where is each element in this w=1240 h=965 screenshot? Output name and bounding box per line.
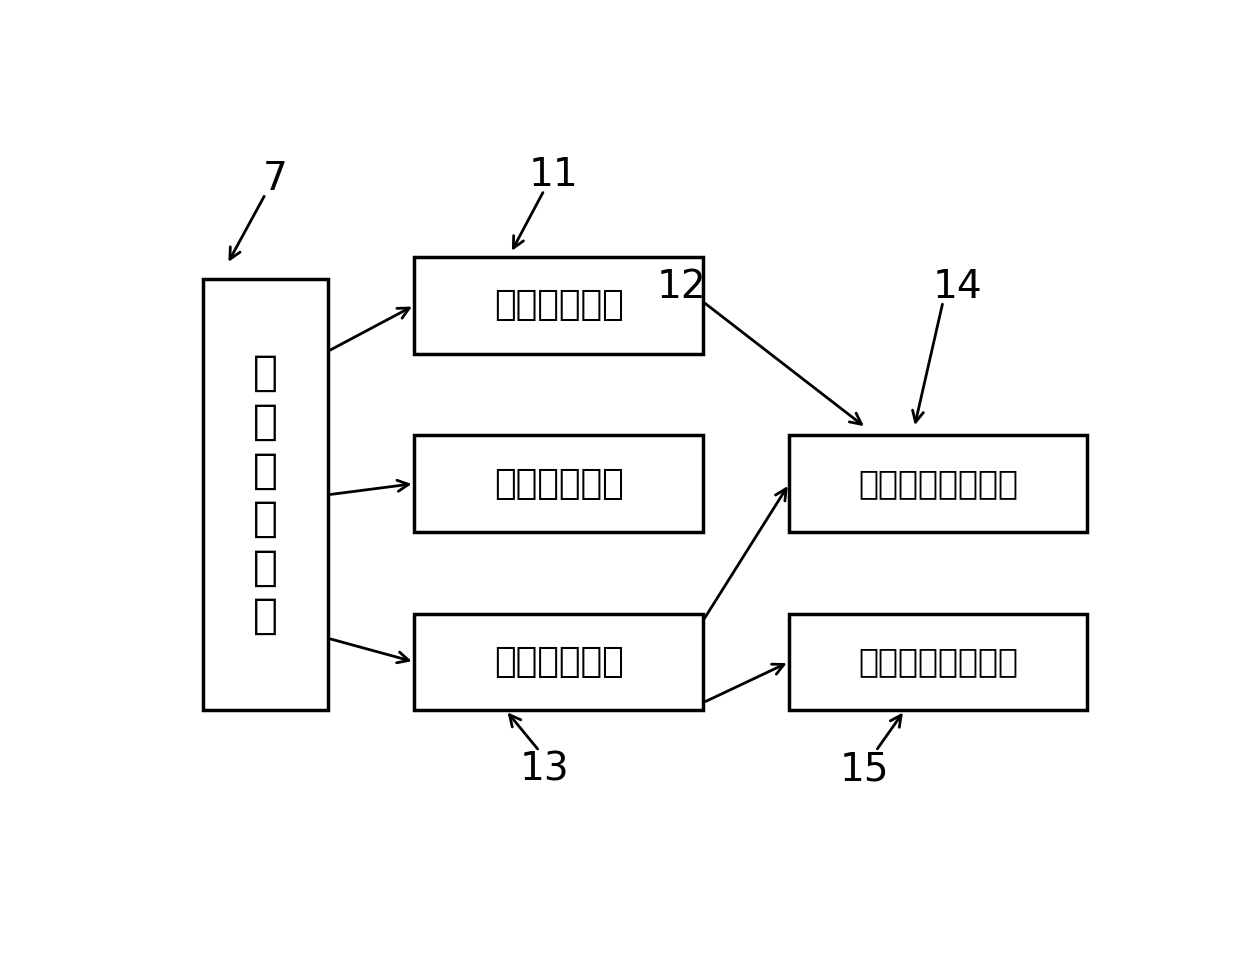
Text: 少量元素含量模块: 少量元素含量模块	[858, 646, 1018, 678]
Bar	[789, 435, 1087, 532]
Text: 12: 12	[657, 267, 707, 306]
Text: 13: 13	[520, 751, 569, 788]
Text: 养料含量模块: 养料含量模块	[494, 645, 624, 679]
Text: 11: 11	[529, 156, 579, 194]
Bar	[414, 257, 703, 353]
Bar	[789, 614, 1087, 710]
Text: 14: 14	[932, 267, 982, 306]
Text: 水分含量模块: 水分含量模块	[494, 289, 624, 322]
Bar	[414, 614, 703, 710]
Text: 含氧量模块一: 含氧量模块一	[494, 467, 624, 501]
Bar	[203, 279, 327, 710]
Bar	[414, 435, 703, 532]
Text: 15: 15	[839, 751, 889, 788]
Text: 多量元素含量模块: 多量元素含量模块	[858, 467, 1018, 500]
Text: 土
壤
监
测
模
块: 土 壤 监 测 模 块	[253, 352, 278, 637]
Text: 7: 7	[263, 160, 288, 198]
